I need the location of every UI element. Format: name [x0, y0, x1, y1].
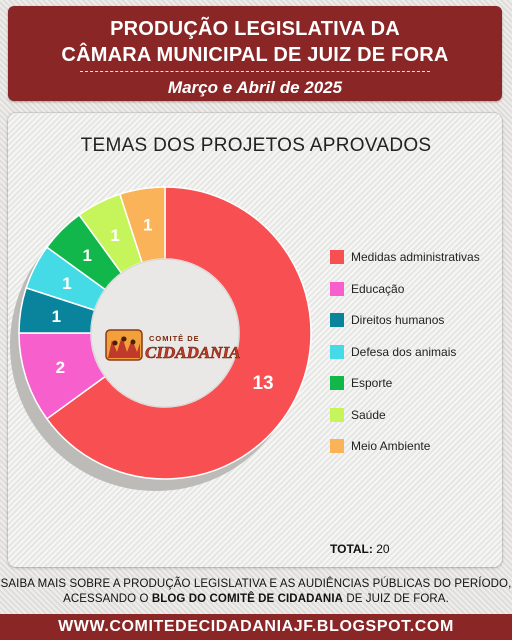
legend-label: Defesa dos animais	[351, 344, 457, 359]
total-count: TOTAL: 20	[330, 542, 390, 556]
donut-hole	[90, 258, 240, 408]
logo-text-main: CIDADANIA	[145, 343, 240, 362]
data-label-esporte: 1	[82, 246, 91, 265]
data-label-saude: 1	[110, 226, 119, 245]
legend-label: Meio Ambiente	[351, 439, 431, 453]
data-label-direitos-humanos: 1	[52, 307, 61, 326]
legend-label: Direitos humanos	[351, 313, 445, 327]
data-label-defesa-dos-animais: 1	[62, 274, 71, 293]
footer-line2: ACESSANDO O BLOG DO COMITÊ DE CIDADANIA …	[0, 592, 512, 607]
data-label-medidas-administrativas: 13	[252, 373, 273, 394]
header-subtitle: Março e Abril de 2025	[167, 78, 343, 97]
legend-label: Medidas administrativas	[351, 250, 480, 264]
legend-swatch	[330, 344, 344, 359]
footer-line2-prefix: ACESSANDO O	[63, 593, 152, 605]
footer-url-bar: WWW.COMITEDECIDADANIAJF.BLOGSPOT.COM	[0, 614, 512, 640]
footer-note: SAIBA MAIS SOBRE A PRODUÇÃO LEGISLATIVA …	[0, 577, 512, 607]
data-label-educacao: 2	[56, 358, 65, 377]
legend-label: Saúde	[351, 407, 386, 422]
total-label: TOTAL:	[330, 542, 373, 556]
legend-swatch	[330, 281, 344, 296]
data-label-meio-ambiente: 1	[143, 215, 152, 234]
header-banner: PRODUÇÃO LEGISLATIVA DA CÂMARA MUNICIPAL…	[8, 6, 502, 101]
legend-swatch	[330, 313, 344, 327]
logo-emblem-icon	[105, 329, 143, 361]
legend-swatch	[330, 407, 344, 422]
chart-slices	[18, 186, 312, 480]
header-divider	[80, 71, 430, 72]
legend-label: Esporte	[351, 376, 393, 390]
footer-line1: SAIBA MAIS SOBRE A PRODUÇÃO LEGISLATIVA …	[0, 578, 512, 590]
footer-blog-name: BLOG DO COMITÊ DE CIDADANIA	[151, 593, 344, 605]
legend-swatch	[330, 250, 344, 264]
legend-swatch	[330, 439, 344, 453]
legend-swatch	[330, 376, 344, 390]
header-title-line2: CÂMARA MUNICIPAL DE JUIZ DE FORA	[61, 44, 449, 66]
header-title-line1: PRODUÇÃO LEGISLATIVA DA	[110, 18, 400, 40]
footer-url[interactable]: WWW.COMITEDECIDADANIAJF.BLOGSPOT.COM	[58, 618, 454, 635]
legend-label: Educação	[351, 281, 405, 296]
comite-logo: COMITÊ DE CIDADANIA	[105, 329, 241, 362]
chart-title: TEMAS DOS PROJETOS APROVADOS	[80, 135, 432, 156]
footer-line2-suffix: DE JUIZ DE FORA.	[343, 593, 449, 605]
logo-text-top: COMITÊ DE	[149, 334, 200, 343]
total-value: 20	[376, 542, 390, 556]
